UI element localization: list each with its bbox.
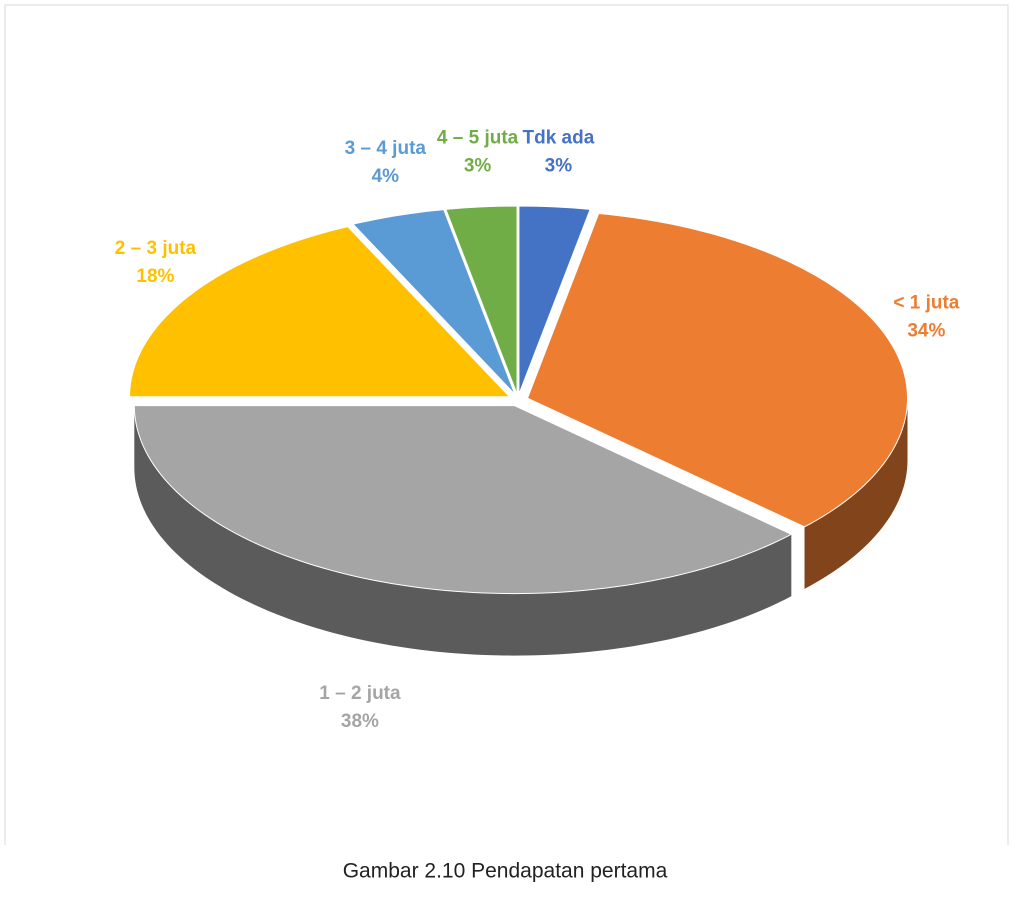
value-label: 4% — [372, 166, 400, 187]
frame — [4, 4, 1009, 845]
value-label: 38% — [341, 711, 379, 732]
caption: Gambar 2.10 Pendapatan pertama — [343, 860, 668, 883]
slice — [133, 405, 793, 595]
slice — [518, 205, 591, 395]
slice-label: 1 – 2 juta — [319, 683, 401, 704]
value-label: 18% — [136, 266, 174, 287]
slice — [526, 212, 908, 528]
slice-label: 2 – 3 juta — [115, 238, 197, 259]
slice — [352, 209, 516, 395]
value-label: 3% — [545, 155, 573, 176]
slice-side — [804, 398, 908, 589]
slice-sides — [134, 398, 908, 656]
slice-label: 4 – 5 juta — [437, 127, 519, 148]
slice — [129, 226, 511, 398]
slice-label: < 1 juta — [893, 293, 959, 314]
slice-label: 3 – 4 juta — [345, 138, 427, 159]
value-label: 34% — [907, 321, 945, 342]
value-label: 3% — [464, 155, 492, 176]
slice-label: Tdk ada — [523, 127, 595, 148]
slice — [445, 205, 518, 395]
slice-side — [134, 405, 792, 656]
